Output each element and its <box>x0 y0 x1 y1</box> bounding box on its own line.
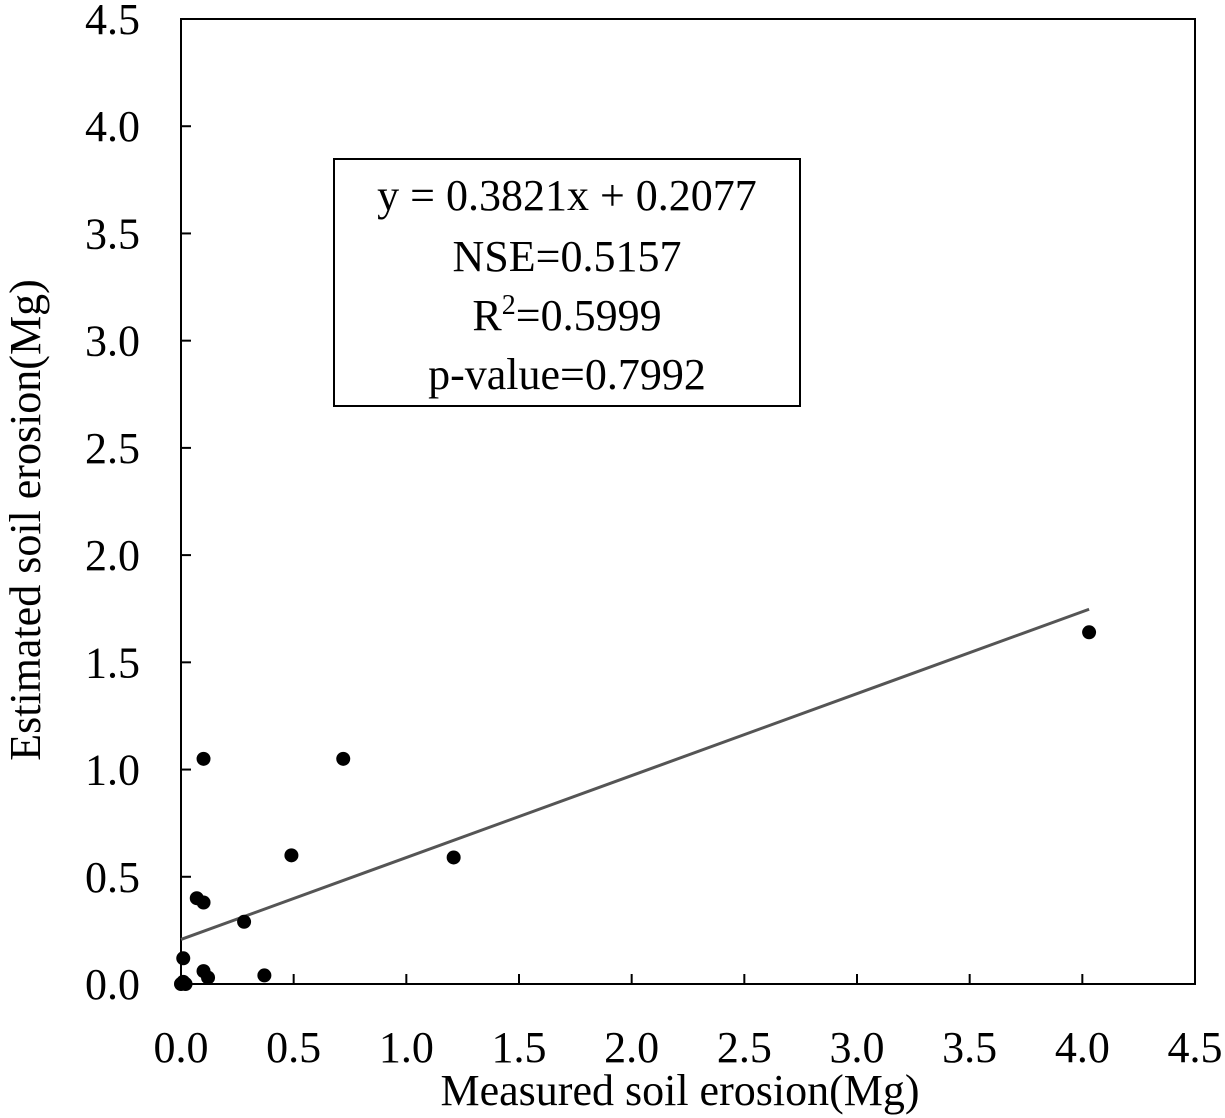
data-point <box>237 914 252 929</box>
x-tick-label: 2.5 <box>717 1023 772 1072</box>
x-axis-title: Measured soil erosion(Mg) <box>440 1066 919 1115</box>
data-point <box>446 850 461 865</box>
r2-text: R2=0.5999 <box>472 290 661 340</box>
y-tick-label: 3.5 <box>85 209 140 258</box>
y-tick-label: 0.5 <box>85 853 140 902</box>
r2-value: =0.5999 <box>516 291 662 340</box>
data-point <box>196 895 211 910</box>
data-point <box>1082 625 1097 640</box>
x-tick-label: 1.5 <box>492 1023 547 1072</box>
x-tick-label: 4.5 <box>1168 1023 1223 1072</box>
x-tick-label: 3.5 <box>942 1023 997 1072</box>
y-tick-label: 2.0 <box>85 531 140 580</box>
plot-frame <box>180 18 1196 985</box>
data-point <box>284 848 299 863</box>
x-tick-label: 4.0 <box>1055 1023 1110 1072</box>
r2-superscript: 2 <box>502 290 516 321</box>
x-tick-label: 2.0 <box>604 1023 659 1072</box>
y-tick-label: 4.0 <box>85 102 140 151</box>
data-point <box>257 968 272 983</box>
pvalue-text: p-value=0.7992 <box>428 350 706 399</box>
y-tick-label: 2.5 <box>85 424 140 473</box>
equation-text: y = 0.3821x + 0.2077 <box>377 171 757 220</box>
y-tick-label: 1.0 <box>85 746 140 795</box>
x-tick-label: 0.5 <box>266 1023 321 1072</box>
y-tick-label: 3.0 <box>85 317 140 366</box>
x-axis-ticks: 0.0 0.5 1.0 1.5 2.0 2.5 3.0 3.5 4.0 4.5 <box>154 974 1223 1072</box>
trend-line <box>180 607 1090 941</box>
r2-prefix: R <box>472 291 502 340</box>
data-point <box>201 970 216 985</box>
data-point <box>196 751 211 766</box>
y-tick-label: 4.5 <box>85 0 140 44</box>
y-axis-title: Estimated soil erosion(Mg) <box>1 279 50 761</box>
x-tick-label: 1.0 <box>379 1023 434 1072</box>
y-axis-ticks: 0.0 0.5 1.0 1.5 2.0 2.5 3.0 3.5 4.0 4.5 <box>85 0 191 1009</box>
data-point <box>176 951 191 966</box>
stats-box <box>333 158 801 407</box>
data-point <box>178 977 193 991</box>
nse-text: NSE=0.5157 <box>453 232 682 281</box>
data-points <box>174 625 1097 991</box>
x-tick-label: 0.0 <box>154 1023 209 1072</box>
y-tick-label: 0.0 <box>85 960 140 1009</box>
data-point <box>336 751 351 766</box>
y-tick-label: 1.5 <box>85 638 140 687</box>
x-tick-label: 3.0 <box>830 1023 885 1072</box>
